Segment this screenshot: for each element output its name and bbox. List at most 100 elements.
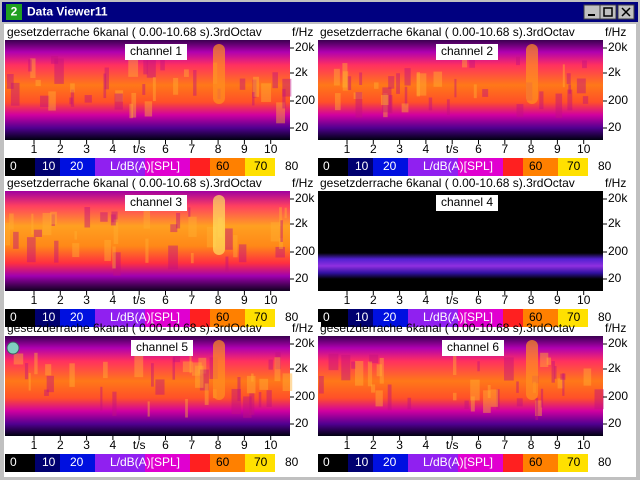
spectrogram-texture (111, 211, 118, 223)
spectrogram-texture (44, 389, 49, 396)
spectrogram-texture (103, 361, 108, 379)
spectrogram-texture (183, 69, 189, 77)
color-scale-segment (348, 309, 373, 327)
channel-label-box (125, 195, 187, 211)
color-scale-segment (145, 309, 190, 327)
x-tick-label: 2 (57, 438, 64, 452)
spectrogram-texture (239, 78, 246, 90)
spectrogram-texture (351, 361, 356, 369)
spectrogram-texture (535, 397, 539, 421)
channel-label: channel 6 (447, 340, 499, 354)
spectrogram-texture (5, 222, 11, 246)
x-tick-label: 4 (110, 438, 117, 452)
minimize-button[interactable] (583, 4, 601, 20)
spectrogram-panel: gesetzderrache 6kanal ( 0.00-10.68 s).3r… (318, 25, 634, 176)
color-scale-label: L/dB(A)[SPL] (110, 310, 180, 324)
y-tick-label: 20 (608, 271, 622, 285)
color-scale-segment (523, 309, 558, 327)
color-scale-label: 20 (70, 159, 84, 173)
x-tick-label: t/s (133, 438, 146, 452)
x-tick-label: 10 (264, 438, 278, 452)
x-tick-label: 1 (344, 142, 351, 156)
spectrogram-texture (554, 365, 557, 379)
spectrogram-texture (69, 97, 73, 105)
spectrogram-texture (433, 71, 443, 87)
spectrogram-texture (374, 82, 379, 89)
color-scale-segment (588, 158, 608, 176)
spectrogram-texture (143, 58, 148, 75)
spectrogram-texture (401, 103, 409, 113)
y-tick-label: 2k (295, 65, 309, 79)
y-tick-label: 200 (608, 389, 628, 403)
unit-mask (602, 322, 634, 335)
y-tick-label: 2k (608, 361, 622, 375)
color-scale-label: 70 (567, 310, 581, 324)
color-scale-segment (408, 158, 458, 176)
spectrogram-texture (128, 59, 139, 77)
color-scale-label: 60 (216, 310, 230, 324)
spectrogram-texture (246, 375, 256, 394)
channel-label: channel 3 (130, 195, 182, 209)
spectrogram-texture (155, 379, 165, 395)
x-tick-label: 8 (215, 293, 222, 307)
spectrogram-texture (31, 213, 34, 235)
color-scale-segment (275, 158, 295, 176)
spectrogram-texture (146, 59, 156, 78)
spectrogram-texture (404, 68, 411, 86)
y-tick-label: 2k (295, 216, 309, 230)
spectrogram-texture (404, 86, 408, 106)
maximize-button[interactable] (599, 4, 617, 20)
spectrogram-texture (355, 92, 363, 118)
color-scale-label: 10 (42, 310, 56, 324)
color-scale-label: 10 (355, 159, 369, 173)
spectrogram-texture (342, 71, 349, 91)
spectrogram-texture (562, 64, 565, 88)
x-tick-label: 8 (215, 142, 222, 156)
color-scale-segment (458, 454, 503, 472)
channel-label-box (125, 44, 187, 60)
color-scale-label: 0 (10, 310, 17, 324)
spectrogram-texture (416, 72, 421, 97)
spectrogram-texture (103, 73, 107, 99)
spectrogram-texture (487, 385, 491, 398)
color-scale-segment (558, 309, 588, 327)
spectrogram-texture (557, 378, 564, 389)
color-scale-segment (318, 309, 348, 327)
y-tick-label: 200 (608, 93, 628, 107)
y-tick-label: 20 (295, 120, 309, 134)
spectrogram-texture (225, 228, 233, 250)
x-tick-label: 4 (423, 438, 430, 452)
x-tick-label: 6 (162, 293, 169, 307)
color-scale-label: 10 (42, 455, 56, 469)
spectrogram-texture (42, 212, 52, 236)
x-tick-label: 10 (577, 142, 591, 156)
spectrogram-texture (473, 84, 477, 99)
spectrogram-texture (560, 373, 566, 380)
spectrogram-texture (490, 389, 498, 407)
spectrogram-texture (261, 83, 272, 102)
spectrogram-texture (151, 363, 154, 387)
color-scale-segment (210, 454, 245, 472)
color-scale-segment (558, 454, 588, 472)
y-unit: f/Hz (605, 25, 626, 39)
spectrogram-texture (540, 388, 544, 408)
x-tick-label: 9 (241, 142, 248, 156)
spectrogram-texture (376, 364, 382, 377)
color-scale-segment (60, 158, 95, 176)
spectrogram-texture (84, 207, 91, 228)
spectrogram-texture (477, 361, 480, 372)
color-scale-segment (95, 158, 145, 176)
spectrogram-texture (28, 59, 32, 72)
unit-mask (602, 26, 634, 39)
color-scale-label: 0 (323, 455, 330, 469)
channel-label-box (442, 340, 504, 356)
spectrogram-texture (45, 364, 52, 376)
spectrogram-texture (113, 252, 121, 276)
event-burst (213, 195, 225, 255)
x-tick-label: 2 (57, 142, 64, 156)
spectrogram-texture (168, 245, 178, 270)
spectrogram-texture (282, 78, 292, 97)
x-tick-label: 7 (188, 142, 195, 156)
y-tick-label: 20k (608, 336, 628, 350)
y-tick-label: 2k (608, 216, 622, 230)
